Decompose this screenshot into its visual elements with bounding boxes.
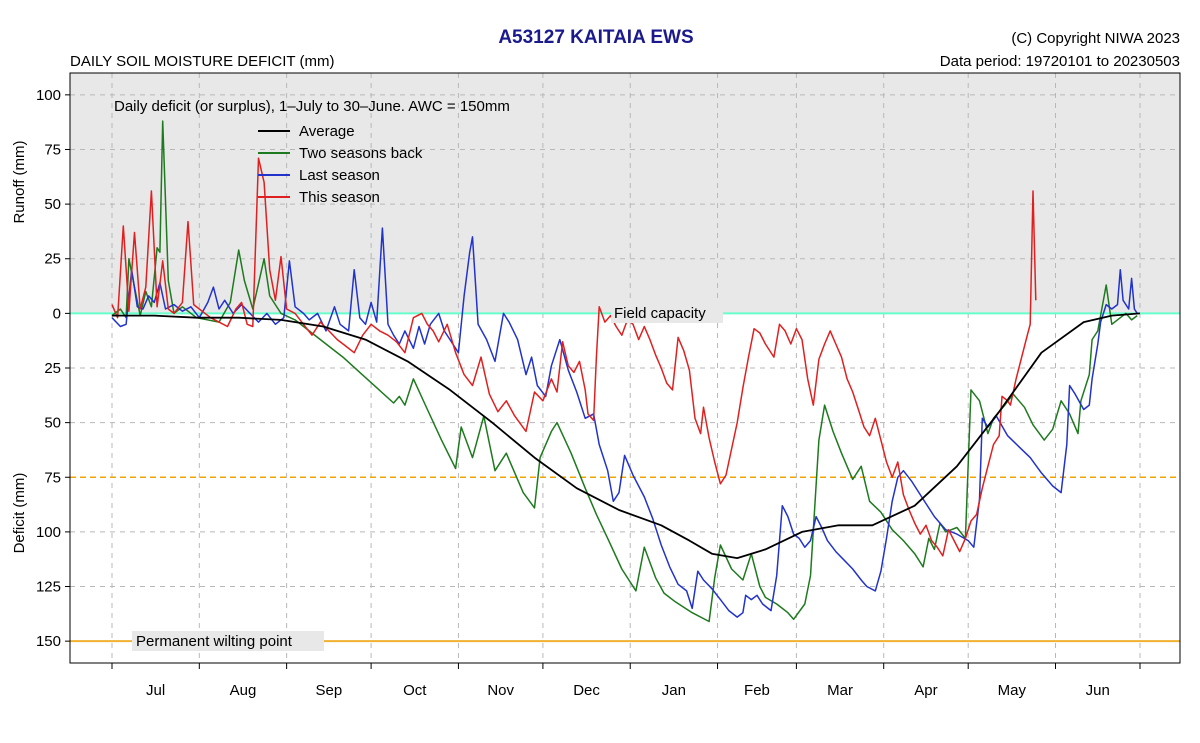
y-tick-label: 75 — [44, 469, 61, 486]
legend-label: Last season — [299, 167, 380, 184]
chart-title: A53127 KAITAIA EWS — [498, 27, 693, 48]
legend-label: Average — [299, 123, 355, 140]
wilting-point-label: Permanent wilting point — [136, 633, 293, 650]
x-axis-ticks: Jul Aug Sep Oct Nov Dec Jan Feb Mar Apr May Jun — [111, 663, 1141, 699]
month-label: Apr — [914, 682, 937, 699]
month-label: Nov — [487, 682, 514, 699]
y-axis-ticks: 100 75 50 25 0 25 50 75 100 125 150 — [36, 87, 70, 650]
month-label: Aug — [230, 682, 257, 699]
y-tick-label: 50 — [44, 196, 61, 213]
field-capacity-label: Field capacity — [614, 305, 706, 322]
series-line-average — [112, 312, 1141, 559]
series-line-last-season — [111, 227, 1138, 618]
y-tick-label: 100 — [36, 87, 61, 104]
legend-label: Two seasons back — [299, 145, 423, 162]
y-tick-label: 0 — [53, 305, 61, 322]
month-label: Jun — [1086, 682, 1110, 699]
data-period-text: Data period: 19720101 to 20230503 — [940, 53, 1180, 70]
y-axis-label-bottom: Deficit (mm) — [11, 473, 28, 554]
y-tick-label: 50 — [44, 415, 61, 432]
legend: Average Two seasons back Last season This s… — [258, 123, 423, 206]
y-tick-label: 125 — [36, 579, 61, 596]
copyright-text: (C) Copyright NIWA 2023 — [1011, 30, 1180, 47]
y-tick-label: 150 — [36, 633, 61, 650]
y-tick-label: 25 — [44, 360, 61, 377]
field-capacity-label-bg — [611, 303, 723, 323]
month-label: Sep — [316, 682, 343, 699]
y-tick-label: 25 — [44, 251, 61, 268]
month-label: Mar — [827, 682, 853, 699]
chart-subtitle: DAILY SOIL MOISTURE DEFICIT (mm) — [70, 53, 334, 70]
y-axis-label-top: Runoff (mm) — [11, 140, 28, 223]
month-label: Oct — [403, 682, 427, 699]
y-tick-label: 75 — [44, 141, 61, 158]
wilting-point-label-bg — [132, 631, 324, 651]
legend-label: This season — [299, 189, 380, 206]
month-label: Jan — [662, 682, 686, 699]
month-label: May — [998, 682, 1027, 699]
month-label: Dec — [573, 682, 600, 699]
y-tick-label: 100 — [36, 524, 61, 541]
month-label: Jul — [146, 682, 165, 699]
month-label: Feb — [744, 682, 770, 699]
chart-note: Daily deficit (or surplus), 1–July to 30… — [114, 98, 510, 115]
